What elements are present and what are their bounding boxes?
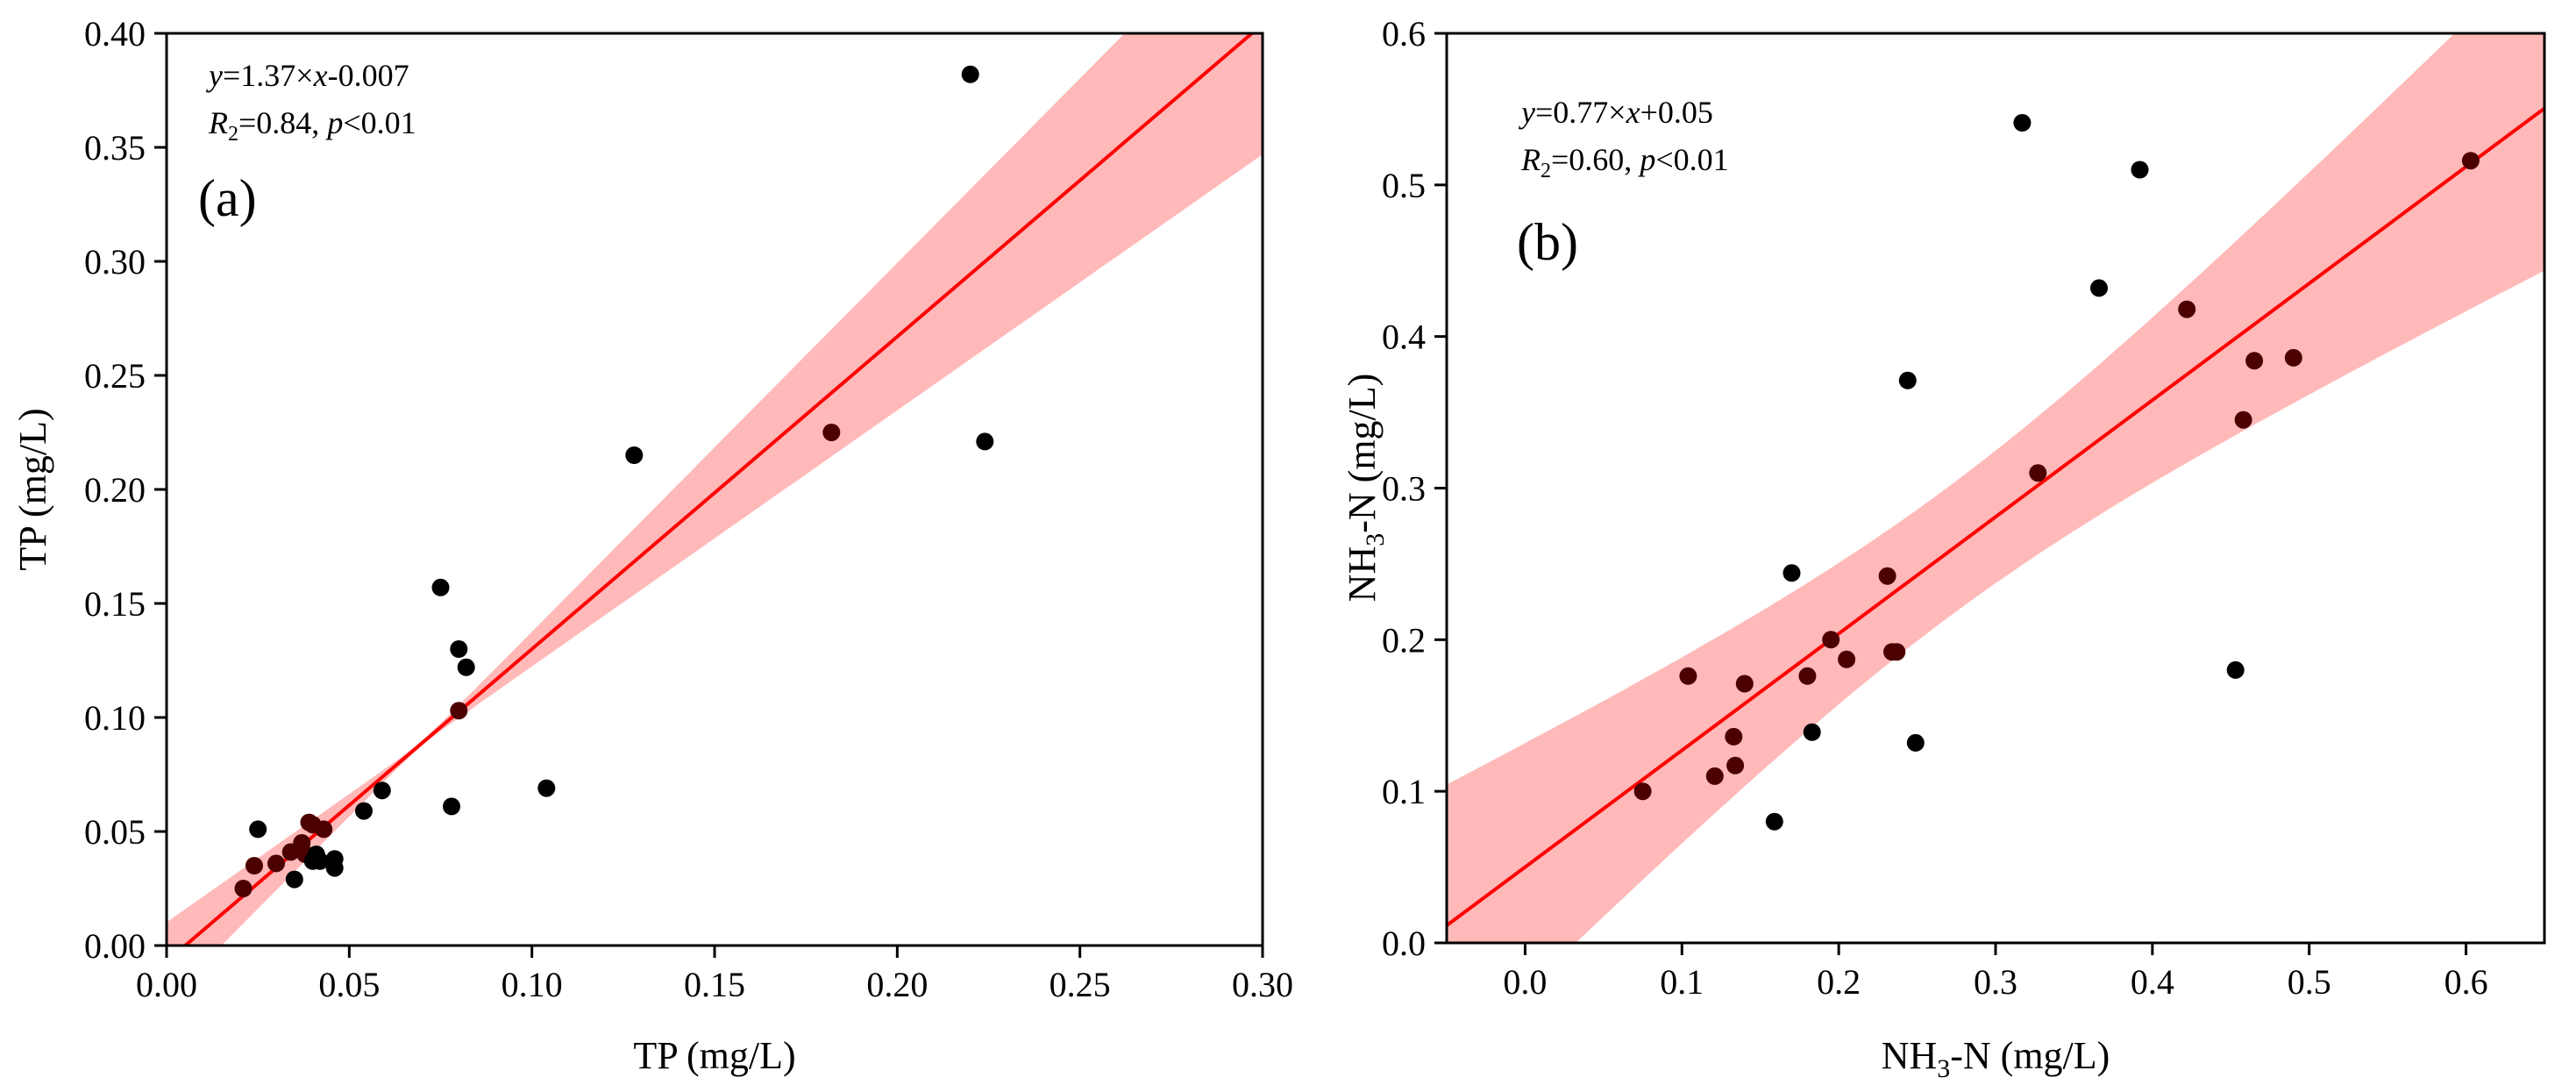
confidence-band	[1447, 33, 2544, 943]
data-point	[285, 870, 303, 889]
data-point	[1822, 631, 1840, 649]
panel-a-x-axis-title: TP (mg/L)	[633, 1034, 795, 1077]
x-tick-label: 0.25	[1050, 965, 1111, 1004]
data-point	[443, 797, 460, 816]
x-tick-label: 0.4	[2131, 962, 2174, 1002]
panel-b-label: (b)	[1517, 213, 1578, 271]
y-tick-label: 0.40	[84, 14, 146, 54]
y-tick-label: 0.20	[84, 470, 146, 510]
y-tick-label: 0.3	[1382, 469, 1426, 509]
panel-b-x-axis-title: NH3-N (mg/L)	[1882, 1034, 2110, 1083]
data-point	[457, 658, 475, 676]
panel-b-equation: y=0.77×x+0.05	[1519, 95, 1713, 130]
y-tick-label: 0.10	[84, 698, 146, 738]
data-point	[246, 857, 263, 874]
data-point	[2029, 464, 2047, 482]
x-tick-label: 0.6	[2444, 962, 2488, 1002]
data-point	[822, 424, 841, 441]
y-tick-label: 0.1	[1382, 772, 1426, 811]
panel-a-label: (a)	[198, 169, 257, 227]
data-point	[450, 640, 468, 658]
y-tick-label: 0.4	[1382, 318, 1426, 357]
x-tick-label: 0.2	[1817, 962, 1861, 1002]
data-point	[2178, 300, 2196, 318]
data-point	[2284, 348, 2302, 367]
data-point	[961, 65, 979, 83]
data-point	[249, 820, 267, 839]
regression-line	[1447, 106, 2544, 927]
data-point	[267, 854, 285, 873]
data-point	[1725, 727, 1743, 746]
data-point	[431, 578, 450, 596]
panel-a: 0.00 0.05 0.10 0.15 0.20 0.25 0.30 0.00 0.05 0.10…	[11, 14, 1293, 1077]
data-point	[1679, 667, 1697, 685]
data-point	[1726, 756, 1745, 774]
data-point	[2245, 352, 2264, 370]
data-point	[625, 446, 644, 464]
data-point	[1888, 643, 1906, 661]
data-point	[2131, 161, 2149, 179]
x-tick-label: 0.10	[502, 965, 563, 1004]
x-tick-label: 0.20	[866, 965, 928, 1004]
panel-b-stats: R2=0.60, p<0.01	[1520, 142, 1729, 182]
data-point	[1735, 674, 1754, 693]
data-point	[2013, 114, 2032, 132]
x-tick-label: 0.1	[1660, 962, 1704, 1002]
panel-a-equation: y=1.37×x-0.007	[206, 58, 409, 93]
data-point	[976, 432, 994, 451]
panel-a-y-axis-title: TP (mg/L)	[11, 408, 54, 570]
y-tick-label: 0.2	[1382, 620, 1426, 660]
panel-b-y-axis-title: NH3-N (mg/L)	[1341, 374, 1390, 603]
y-tick-label: 0.35	[84, 128, 146, 168]
data-point	[1633, 782, 1652, 801]
x-tick-label: 0.30	[1232, 965, 1293, 1004]
data-point	[1783, 564, 1801, 582]
x-tick-label: 0.0	[1503, 962, 1547, 1002]
y-tick-label: 0.25	[84, 356, 146, 396]
data-point	[450, 702, 468, 720]
data-point	[2226, 660, 2245, 679]
y-tick-label: 0.00	[84, 926, 146, 966]
x-tick-label: 0.00	[136, 965, 197, 1004]
y-tick-label: 0.0	[1382, 924, 1426, 963]
panel-b: 0.0 0.1 0.2 0.3 0.4 0.5 0.6 0.0 0.1 0.2 0.3 0.4 0.5 0…	[1341, 14, 2546, 1083]
y-tick-label: 0.05	[84, 812, 146, 852]
data-point	[1838, 650, 1856, 668]
data-point	[311, 852, 329, 870]
data-point	[1705, 767, 1724, 785]
data-point	[1798, 667, 1817, 685]
data-point	[1803, 723, 1821, 741]
data-point	[2234, 410, 2252, 429]
data-point	[234, 880, 253, 897]
panel-a-stats: R2=0.84, p<0.01	[208, 105, 416, 146]
data-point	[2461, 152, 2480, 170]
data-point	[315, 820, 333, 839]
data-point	[373, 782, 391, 800]
confidence-band	[167, 33, 1263, 946]
data-point	[325, 859, 344, 877]
x-tick-label: 0.05	[318, 965, 380, 1004]
x-tick-label: 0.15	[684, 965, 745, 1004]
data-point	[1906, 733, 1925, 752]
y-tick-label: 0.30	[84, 242, 146, 282]
y-tick-label: 0.5	[1382, 166, 1426, 205]
data-point	[1878, 567, 1896, 585]
y-tick-label: 0.15	[84, 584, 146, 624]
data-point	[1765, 812, 1783, 831]
y-tick-label: 0.6	[1382, 14, 1426, 54]
data-point	[1898, 371, 1917, 389]
x-tick-label: 0.3	[1974, 962, 2017, 1002]
data-point	[355, 802, 373, 820]
data-point	[537, 779, 556, 797]
data-point	[2090, 279, 2108, 297]
regression-line	[182, 33, 1255, 946]
x-tick-label: 0.5	[2288, 962, 2331, 1002]
